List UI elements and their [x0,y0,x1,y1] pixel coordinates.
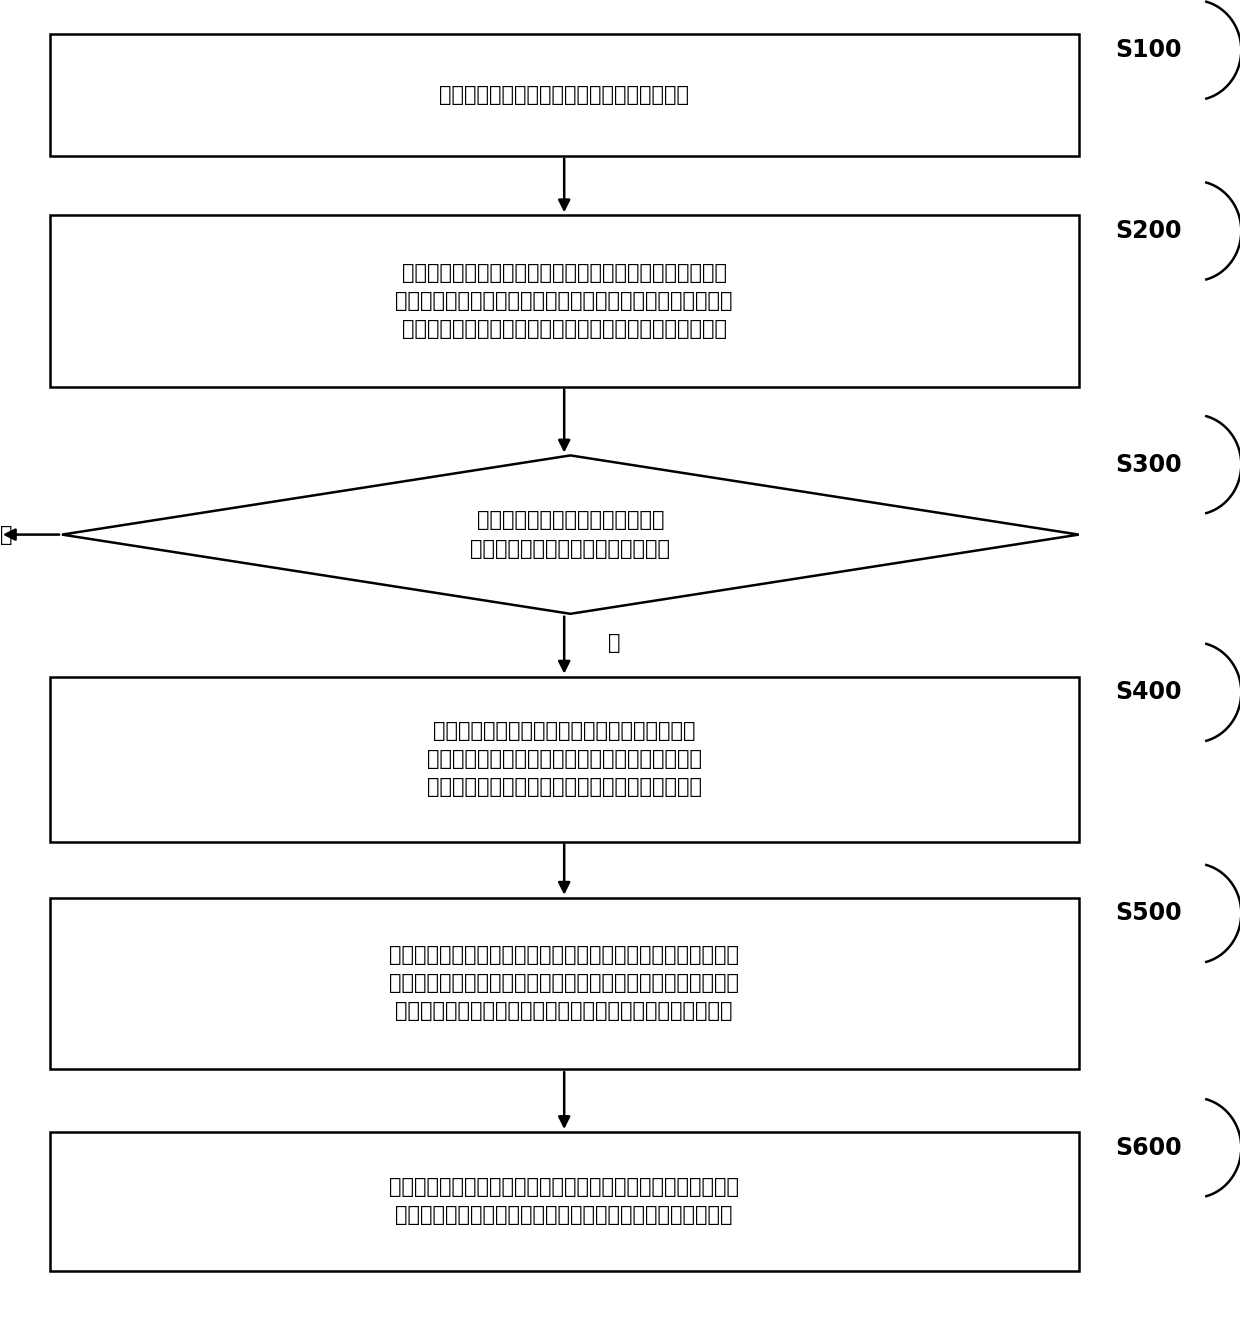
Text: S100: S100 [1115,38,1182,62]
Text: S400: S400 [1115,680,1182,705]
Text: 根据第一电池包、第二电池包的电池状态选择其中之一进行
向电机控制器上电，带动电机转动，所述电池状态包括故障状
态、上高压状态以及剩余电量是否超过预设电量阈值的电: 根据第一电池包、第二电池包的电池状态选择其中之一进行 向电机控制器上电，带动电机… [396,263,733,339]
Text: 对所述第一电池和所述第二电池分别进行检测: 对所述第一电池和所述第二电池分别进行检测 [439,84,689,106]
Text: 以当前位置的网络节点为起点遍历所有网络节点，获取网络节点
之间路径的通行时间，以及到达每个节点后将所述第一电池充满
电的所述的充电时间和对第二电池进行换电的所述: 以当前位置的网络节点为起点遍历所有网络节点，获取网络节点 之间路径的通行时间，以… [389,945,739,1022]
Text: 否: 否 [608,632,620,653]
Text: S600: S600 [1115,1135,1182,1160]
Text: 沿导航路径搜索就近的充电站以及当前位置、所
述目的地作为网络节点，建立所述网络节点之间的
路径，根据所述网络节点和路径形成网路节点地图: 沿导航路径搜索就近的充电站以及当前位置、所 述目的地作为网络节点，建立所述网络节… [427,721,702,797]
Bar [50,898,1079,1069]
Bar [50,676,1079,842]
Text: 是: 是 [0,524,12,545]
Bar [50,215,1079,387]
Text: S200: S200 [1115,219,1182,243]
Text: S500: S500 [1115,902,1182,925]
Bar [50,34,1079,156]
Text: 判断目前第一电池包和第二电池包
的电量是否能到达导航路径的目的地: 判断目前第一电池包和第二电池包 的电量是否能到达导航路径的目的地 [470,510,671,560]
Text: S300: S300 [1115,453,1182,477]
Polygon shape [62,455,1079,614]
Bar [50,1133,1079,1270]
Text: 筛选根据所述网路节点地图自当前位置达到所述目的地时用时最
短的网路节点地图的路径组合，作为推荐行驶路径向用户推送: 筛选根据所述网路节点地图自当前位置达到所述目的地时用时最 短的网路节点地图的路径… [389,1177,739,1225]
